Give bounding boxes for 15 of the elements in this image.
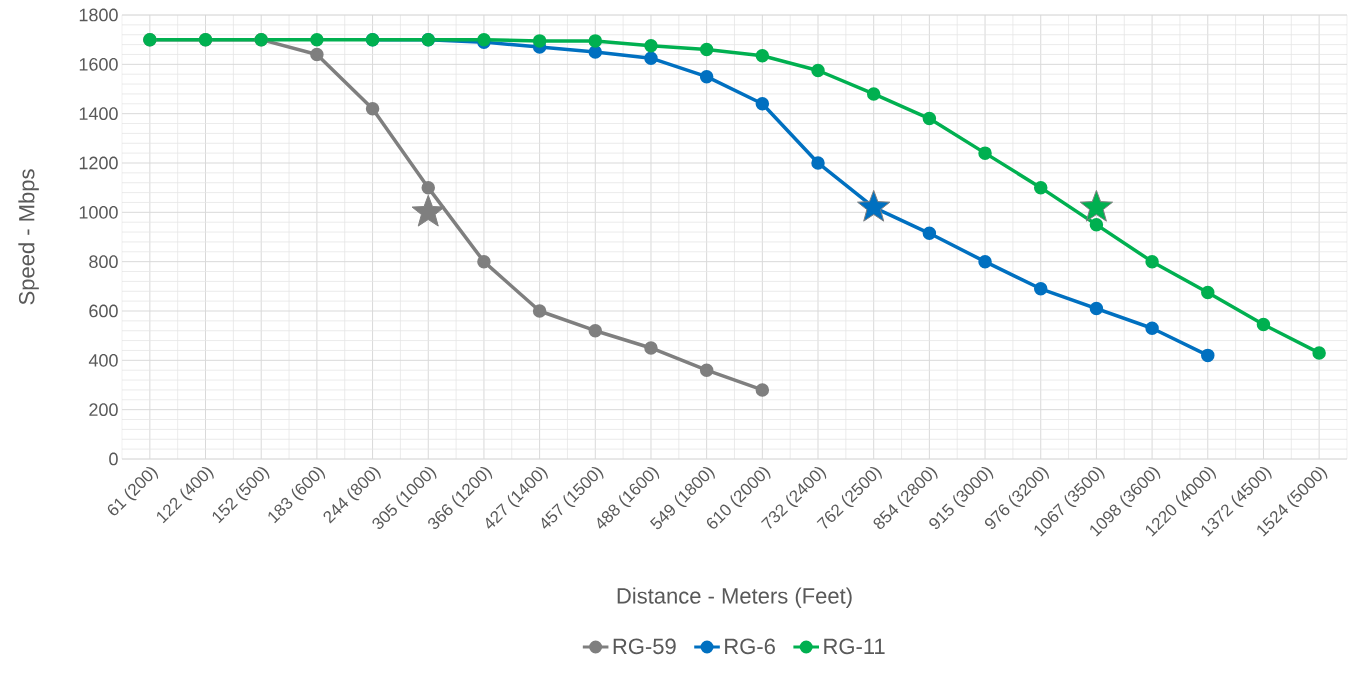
y-tick-label: 1000 [79, 205, 118, 219]
y-tick-label: 0 [109, 452, 118, 466]
y-tick-label: 1800 [79, 8, 118, 22]
y-tick-label: 1400 [79, 107, 118, 121]
y-tick-label: 1200 [79, 156, 118, 170]
y-tick-label: 600 [89, 304, 118, 318]
y-tick-label: 200 [89, 403, 118, 417]
y-tick-label: 400 [88, 353, 118, 367]
y-axis-title: Speed - Mbps [18, 169, 39, 305]
y-tick-label: 800 [89, 255, 118, 269]
legend-label: RG-11 [824, 638, 885, 655]
y-tick-label: 1600 [79, 57, 118, 71]
legend-label: RG-59 [613, 638, 676, 655]
x-axis-title: Distance - Meters (Feet) [617, 587, 852, 609]
legend-label: RG-6 [725, 638, 775, 655]
